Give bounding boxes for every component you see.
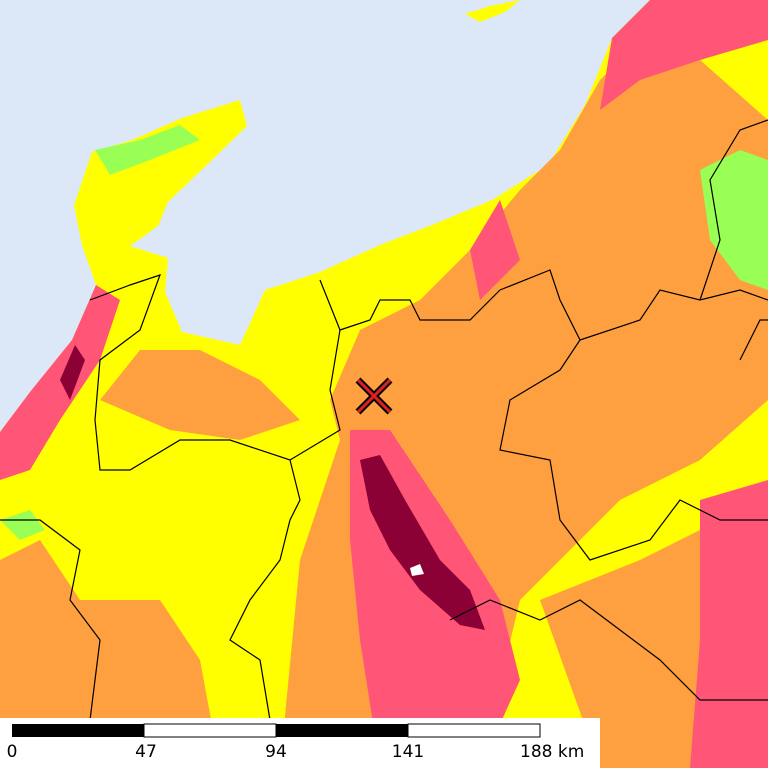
marker-cross — [356, 378, 392, 414]
scale-label: 141 — [392, 742, 424, 762]
pink-zone — [0, 285, 120, 480]
boundary — [229, 459, 301, 721]
scale-segment — [12, 724, 144, 737]
green-zone — [95, 125, 200, 175]
boundary — [0, 519, 101, 721]
boundary — [89, 274, 341, 471]
scale-label: 188 km — [520, 742, 584, 762]
boundary — [339, 269, 768, 561]
orange-zone — [0, 540, 220, 768]
scale-segment — [407, 723, 541, 738]
dark-zone — [360, 455, 485, 630]
sado-island — [465, 0, 520, 22]
scale-segment — [143, 723, 277, 738]
epicenter-marker — [355, 377, 393, 415]
scale-segment — [276, 724, 408, 737]
scale-label: 0 — [7, 742, 18, 762]
scale-bar: 0 47 94 141 188 km — [0, 718, 600, 768]
scale-label: 47 — [135, 742, 157, 762]
boundary — [449, 599, 768, 701]
dark-zone — [60, 345, 85, 400]
boundary — [739, 319, 768, 361]
scale-label: 94 — [265, 742, 287, 762]
white-patch — [410, 564, 424, 576]
boundaries — [0, 119, 768, 721]
green-zone — [0, 510, 45, 540]
boundary — [579, 289, 768, 341]
orange-zone — [100, 350, 300, 440]
green-zone — [700, 150, 768, 290]
pink-zone — [470, 200, 520, 300]
boundary — [699, 119, 768, 301]
pink-zone — [690, 480, 768, 768]
pink-zone — [600, 0, 768, 110]
